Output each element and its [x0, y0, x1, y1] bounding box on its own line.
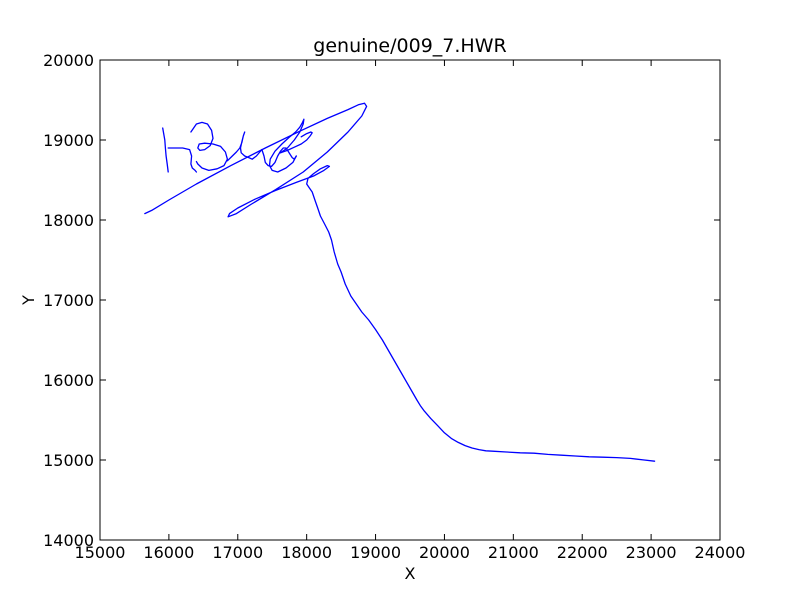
signature-stroke: [162, 127, 169, 173]
y-tick-label: 16000: [43, 371, 94, 390]
signature-stroke: [226, 131, 263, 162]
x-tick-label: 21000: [488, 543, 539, 562]
y-tick-label: 18000: [43, 211, 94, 230]
chart-title: genuine/009_7.HWR: [313, 35, 506, 57]
x-tick-label: 22000: [557, 543, 608, 562]
x-tick-label: 23000: [626, 543, 677, 562]
y-axis-ticks: 14000 15000 16000 17000 18000 19000 20000: [43, 51, 720, 550]
x-tick-label: 19000: [350, 543, 401, 562]
y-tick-label: 14000: [43, 531, 94, 550]
signature-stroke: [268, 118, 305, 173]
signature-stroke: [261, 147, 297, 168]
x-tick-label: 16000: [143, 543, 194, 562]
plot-lines: [144, 102, 656, 462]
x-axis-label: X: [405, 564, 416, 583]
x-tick-label: 24000: [695, 543, 746, 562]
y-tick-label: 17000: [43, 291, 94, 310]
signature-stroke: [144, 102, 656, 462]
y-tick-label: 15000: [43, 451, 94, 470]
x-axis-ticks: 15000 16000 17000 18000 19000 20000 21000 22000…: [75, 60, 746, 562]
x-tick-label: 15000: [75, 543, 126, 562]
x-tick-label: 20000: [419, 543, 470, 562]
x-tick-label: 17000: [212, 543, 263, 562]
y-axis-label: Y: [19, 295, 38, 306]
y-tick-label: 20000: [43, 51, 94, 70]
y-tick-label: 19000: [43, 131, 94, 150]
signature-stroke: [279, 131, 313, 154]
signature-stroke: [167, 147, 198, 173]
x-tick-label: 18000: [281, 543, 332, 562]
signature-stroke: [190, 121, 229, 172]
